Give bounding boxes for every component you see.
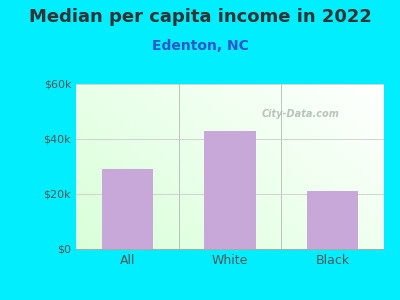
Bar <box>102 169 153 249</box>
Text: Edenton, NC: Edenton, NC <box>152 39 248 53</box>
Bar <box>307 191 358 249</box>
Text: City-Data.com: City-Data.com <box>262 109 340 119</box>
Bar <box>204 131 256 249</box>
Text: Median per capita income in 2022: Median per capita income in 2022 <box>28 8 372 26</box>
